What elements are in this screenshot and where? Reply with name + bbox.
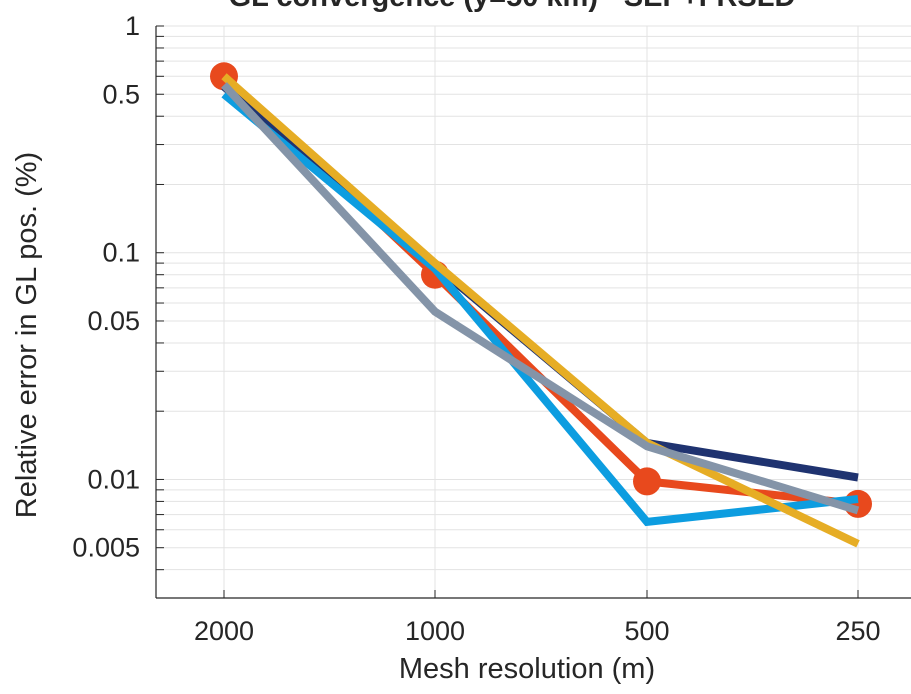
series-marker bbox=[633, 467, 661, 496]
y-tick-label: 0.1 bbox=[102, 238, 140, 268]
x-tick-label: 1000 bbox=[405, 616, 465, 646]
axes bbox=[155, 25, 911, 599]
x-tick-label: 2000 bbox=[194, 616, 254, 646]
series-lines bbox=[210, 62, 872, 548]
series-line bbox=[221, 73, 860, 548]
y-axis-label: Relative error in GL pos. (%) bbox=[11, 152, 43, 518]
x-tick-label: 500 bbox=[624, 616, 669, 646]
y-tick-label: 0.5 bbox=[102, 79, 140, 109]
y-tick-labels: 0.005 0.01 0.05 0.1 0.5 1 bbox=[72, 11, 140, 563]
series-line bbox=[221, 82, 860, 515]
x-tick-label: 250 bbox=[835, 616, 880, 646]
y-tick-label: 0.01 bbox=[87, 465, 140, 495]
y-tick-label: 1 bbox=[125, 11, 140, 41]
y-tick-label: 0.005 bbox=[72, 533, 140, 563]
series-line bbox=[221, 91, 859, 527]
chart-title: GL convergence (y=50 km) - SEP+FRSLD bbox=[229, 0, 796, 13]
y-tick-label: 0.05 bbox=[87, 306, 140, 336]
x-axis-label: Mesh resolution (m) bbox=[399, 653, 655, 685]
x-tick-labels: 2000 1000 500 250 bbox=[194, 616, 881, 646]
plot-background bbox=[156, 26, 911, 598]
